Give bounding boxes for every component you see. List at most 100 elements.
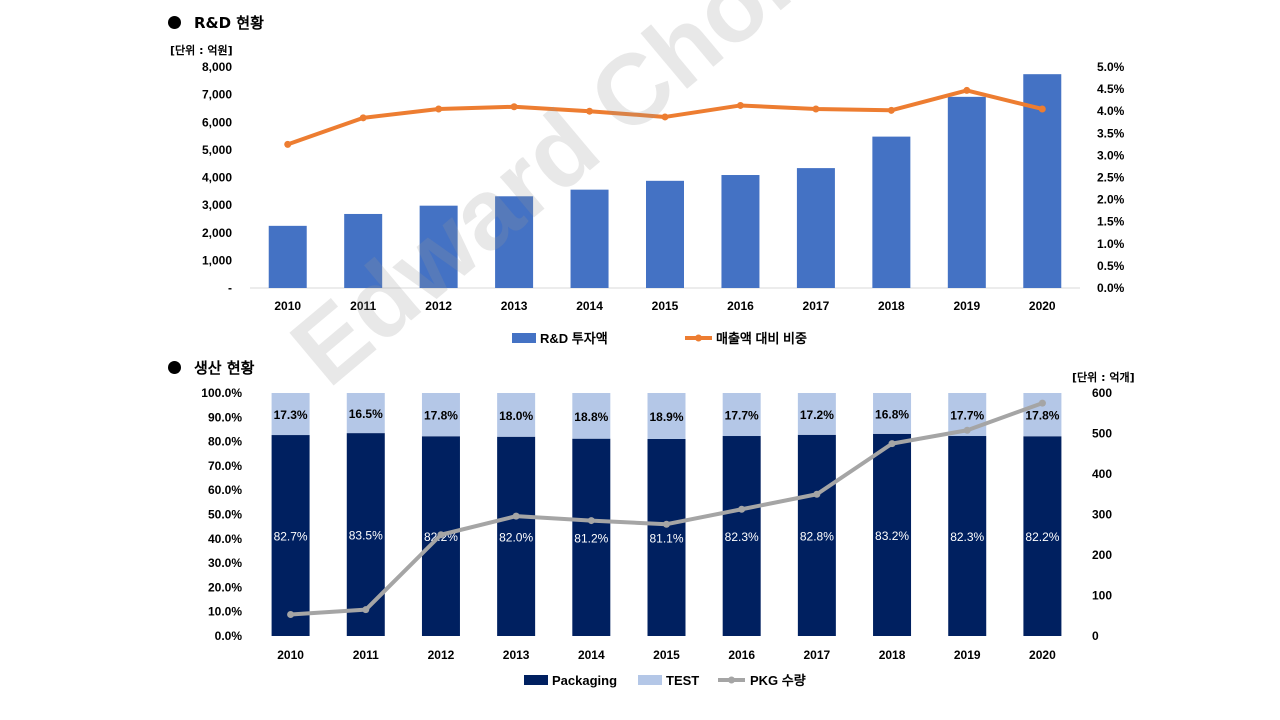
- bar-packaging: [948, 436, 987, 636]
- left-tick-label: -: [228, 281, 232, 295]
- data-label-test: 18.8%: [574, 410, 608, 424]
- bar-rnd-investment: [796, 168, 835, 288]
- legend-label-packaging: Packaging: [552, 673, 617, 688]
- left-tick-label-pct: 30.0%: [208, 556, 242, 570]
- bar-rnd-investment: [646, 180, 684, 288]
- right-tick-label-qty: 200: [1092, 548, 1112, 562]
- right-tick-label: 2.5%: [1097, 171, 1125, 185]
- bar-packaging: [346, 433, 385, 636]
- data-label-test: 16.8%: [875, 407, 909, 421]
- legend-swatch-test: [638, 675, 662, 685]
- right-tick-label-qty: 600: [1092, 386, 1112, 400]
- bar-rnd-investment: [419, 205, 458, 288]
- bar-packaging: [722, 436, 761, 636]
- data-label-packaging: 82.8%: [800, 529, 834, 543]
- left-tick-label-pct: 90.0%: [208, 410, 242, 424]
- data-label-test: 17.3%: [274, 408, 308, 422]
- point-pkg-quantity: [813, 490, 821, 498]
- point-sales-ratio: [586, 107, 594, 115]
- left-tick-label: 8,000: [202, 60, 232, 74]
- legend-label-rnd: R&D 투자액: [540, 331, 608, 346]
- section-bullet-rnd: [168, 16, 181, 29]
- left-tick-label-pct: 80.0%: [208, 435, 242, 449]
- x-tick-label: 2010: [274, 299, 301, 313]
- bar-test: [572, 393, 611, 439]
- bar-test: [797, 393, 836, 435]
- bar-rnd-investment: [872, 136, 911, 288]
- bar-packaging: [797, 434, 836, 636]
- bar-rnd-investment: [570, 189, 609, 288]
- right-tick-label-qty: 100: [1092, 589, 1112, 603]
- bar-packaging: [271, 435, 310, 636]
- bar-rnd-investment: [721, 175, 760, 288]
- right-tick-label: 4.0%: [1097, 104, 1125, 118]
- point-sales-ratio: [1038, 105, 1046, 113]
- point-pkg-quantity: [587, 517, 595, 525]
- left-tick-label-pct: 0.0%: [215, 629, 243, 643]
- left-tick-label: 3,000: [202, 198, 232, 212]
- point-pkg-quantity: [1038, 399, 1046, 407]
- point-sales-ratio: [887, 106, 895, 114]
- legend-swatch-rnd: [512, 333, 536, 343]
- point-sales-ratio: [435, 105, 443, 113]
- data-label-test: 17.8%: [424, 409, 458, 423]
- x-tick-label: 2016: [727, 299, 754, 313]
- left-tick-label-pct: 20.0%: [208, 580, 242, 594]
- bar-packaging: [647, 438, 686, 636]
- data-label-packaging: 82.0%: [499, 530, 533, 544]
- data-label-packaging: 81.1%: [649, 531, 683, 545]
- data-label-packaging: 82.3%: [725, 530, 759, 544]
- x-tick-label: 2014: [576, 299, 603, 313]
- right-tick-label-qty: 400: [1092, 467, 1112, 481]
- left-tick-label: 4,000: [202, 171, 232, 185]
- right-tick-label: 1.5%: [1097, 215, 1125, 229]
- bar-packaging: [497, 436, 536, 636]
- point-sales-ratio: [963, 86, 971, 94]
- bar-packaging: [572, 438, 611, 636]
- data-label-test: 17.2%: [800, 408, 834, 422]
- section-bullet-production: [168, 361, 181, 374]
- bar-rnd-investment: [268, 225, 307, 288]
- left-tick-label: 6,000: [202, 115, 232, 129]
- x-tick-label: 2013: [501, 299, 528, 313]
- x-tick-label-production: 2018: [879, 648, 906, 662]
- right-tick-label: 5.0%: [1097, 60, 1125, 74]
- right-tick-label-qty: 0: [1092, 629, 1099, 643]
- bar-test: [271, 393, 310, 436]
- x-tick-label: 2018: [878, 299, 905, 313]
- point-sales-ratio: [359, 114, 367, 122]
- point-pkg-quantity: [287, 611, 295, 619]
- data-label-test: 17.8%: [1025, 409, 1059, 423]
- x-tick-label-production: 2010: [277, 648, 304, 662]
- left-tick-label-pct: 60.0%: [208, 483, 242, 497]
- bar-rnd-investment: [344, 213, 383, 288]
- left-tick-label-pct: 50.0%: [208, 508, 242, 522]
- left-tick-label: 2,000: [202, 226, 232, 240]
- data-label-packaging: 83.2%: [875, 529, 909, 543]
- bar-rnd-investment: [495, 196, 534, 288]
- bar-test: [346, 393, 385, 434]
- data-label-packaging: 82.7%: [274, 530, 308, 544]
- unit-label-production: [단위 : 억개]: [1072, 371, 1135, 384]
- x-tick-label: 2017: [803, 299, 830, 313]
- x-tick-label-production: 2017: [804, 648, 831, 662]
- point-pkg-quantity: [362, 606, 370, 614]
- unit-label-rnd: [단위 : 억원]: [170, 44, 233, 57]
- x-tick-label-production: 2016: [728, 648, 755, 662]
- point-pkg-quantity: [512, 512, 520, 520]
- x-tick-label: 2020: [1029, 299, 1056, 313]
- data-label-test: 18.9%: [649, 410, 683, 424]
- left-tick-label-pct: 100.0%: [201, 386, 242, 400]
- bar-packaging: [1023, 436, 1062, 636]
- data-label-packaging: 81.2%: [574, 531, 608, 545]
- data-label-packaging: 82.2%: [1025, 530, 1059, 544]
- point-sales-ratio: [736, 101, 744, 109]
- legend-label-test: TEST: [666, 673, 699, 688]
- bar-test: [647, 393, 686, 439]
- x-tick-label: 2012: [425, 299, 452, 313]
- legend-swatch-packaging: [524, 675, 548, 685]
- point-sales-ratio: [812, 105, 820, 113]
- bar-rnd-investment: [947, 96, 986, 289]
- left-tick-label-pct: 40.0%: [208, 532, 242, 546]
- x-tick-label-production: 2019: [954, 648, 981, 662]
